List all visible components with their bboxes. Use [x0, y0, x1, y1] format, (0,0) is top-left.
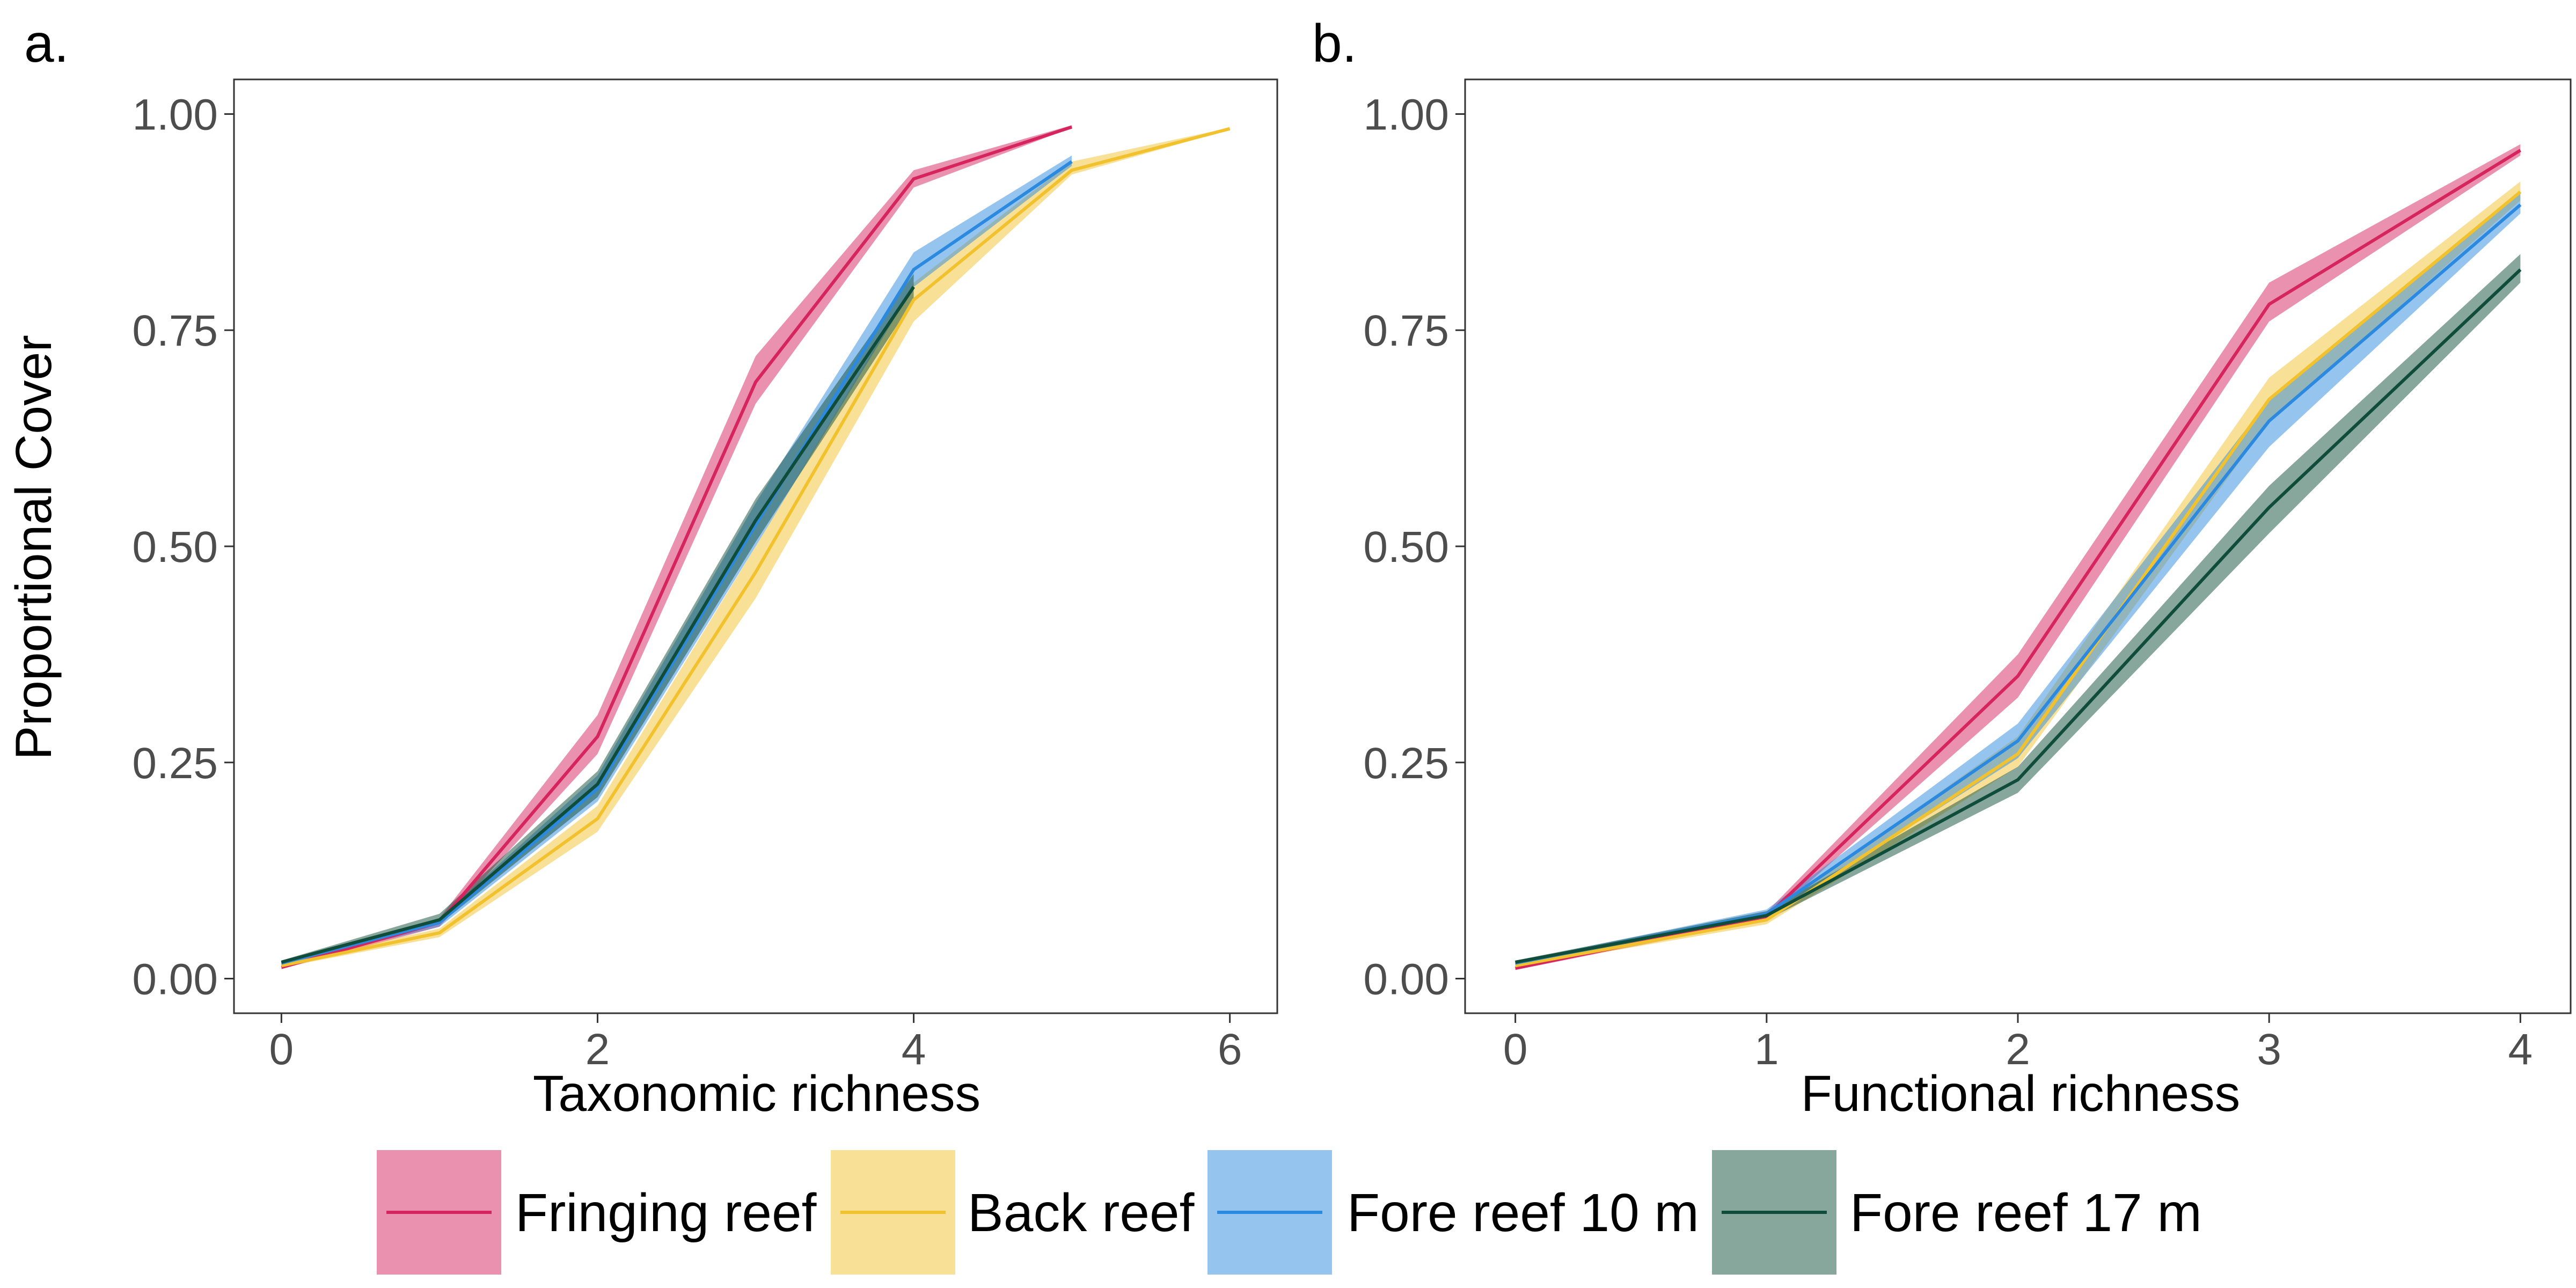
panel-a-plot-area: 0 2 4 6 0.00 0.25 0.50 0.75 1.00: [132, 78, 1278, 1074]
panel-b-functional-richness: b. 0 1 2 3 4 0.00 0.25 0.50 0.75 1.00 Functional …: [1312, 13, 2572, 1122]
panel-a-tag: a.: [24, 13, 69, 74]
x-tick-label: 4: [902, 1025, 926, 1074]
y-axis-title: Proportional Cover: [5, 335, 62, 760]
x-tick-label: 6: [1218, 1025, 1242, 1074]
panel-a-back-line: [281, 127, 1231, 968]
legend: Fringing reef Back reef Fore reef 10 m Fore…: [377, 1150, 2202, 1275]
panel-a-taxonomic-richness: a. 0 2 4 6 0.00 0.25 0.50 0.75 1.00 Taxonomic ri…: [24, 13, 1278, 1122]
x-tick-label: 1: [1754, 1025, 1779, 1074]
y-tick-label: 0.25: [132, 739, 218, 788]
x-tick-label: 0: [269, 1025, 294, 1074]
legend-label-fore10: Fore reef 10 m: [1347, 1183, 1699, 1243]
legend-label-back: Back reef: [968, 1183, 1195, 1243]
legend-label-fringing: Fringing reef: [515, 1183, 817, 1243]
y-tick-label: 0.75: [1363, 306, 1449, 355]
panel-a-back-ribbon: [281, 128, 1230, 968]
panel-a-fringing-ribbon: [281, 125, 1072, 969]
y-tick-label: 0.00: [132, 955, 218, 1004]
panel-b-x-axis-title: Functional richness: [1801, 1065, 2240, 1122]
panel-b-plot-area: 0 1 2 3 4 0.00 0.25 0.50 0.75 1.00: [1363, 78, 2572, 1074]
panel-b-back-line: [1515, 191, 2522, 968]
panel-b-back-ribbon: [1515, 181, 2521, 968]
panel-b-fore17-line: [1515, 268, 2522, 964]
y-tick-label: 0.50: [1363, 523, 1449, 572]
panel-a-fore17-line: [281, 286, 915, 964]
y-tick-label: 0.25: [1363, 739, 1449, 788]
x-tick-label: 0: [1503, 1025, 1528, 1074]
x-tick-label: 4: [2508, 1025, 2533, 1074]
x-tick-label: 2: [2006, 1025, 2030, 1074]
x-tick-label: 3: [2257, 1025, 2281, 1074]
legend-label-fore17: Fore reef 17 m: [1850, 1183, 2202, 1243]
x-tick-label: 2: [586, 1025, 610, 1074]
y-tick-label: 0.75: [132, 306, 218, 355]
panel-a-x-axis-title: Taxonomic richness: [533, 1065, 980, 1122]
y-tick-label: 1.00: [132, 90, 218, 139]
y-tick-label: 1.00: [1363, 90, 1449, 139]
panel-b-tag: b.: [1312, 13, 1357, 74]
y-tick-label: 0.50: [132, 523, 218, 572]
y-tick-label: 0.00: [1363, 955, 1449, 1004]
panel-a-fore10-line: [281, 160, 1073, 965]
